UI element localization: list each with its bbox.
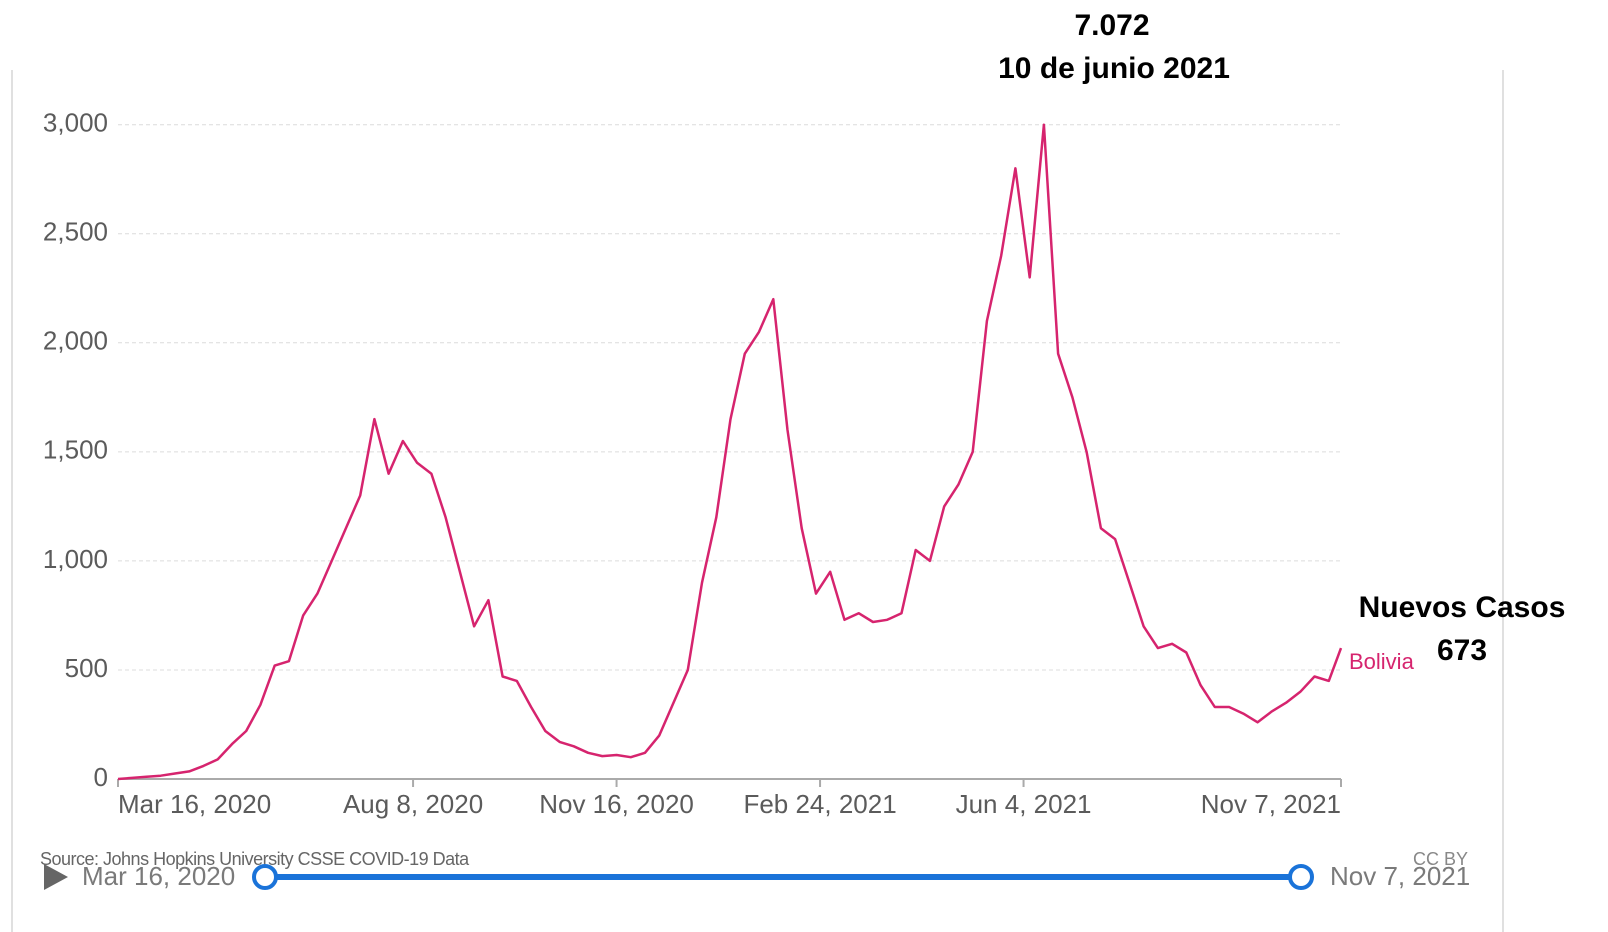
source: Source: Johns Hopkins University CSSE CO… — [40, 849, 470, 869]
slider-end: Nov 7, 2021 — [1330, 861, 1470, 891]
peak-value: 7.072 — [1074, 9, 1149, 42]
series-line — [117, 123, 1343, 781]
slider-handle[interactable] — [252, 864, 278, 890]
latest-title: Nuevos Casos — [1359, 591, 1566, 624]
x-tick-label: Mar 16, 2020 — [118, 789, 271, 819]
x-tick-label: Aug 8, 2020 — [343, 789, 483, 819]
y-tick-label: 3,000 — [43, 108, 108, 138]
x-tick-label: Feb 24, 2021 — [743, 789, 896, 819]
y-tick-label: 1,500 — [43, 435, 108, 465]
latest-value: 673 — [1437, 634, 1487, 667]
y-tick-label: 0 — [94, 762, 108, 792]
y-tick-label: 500 — [65, 653, 108, 683]
peak-date: 10 de junio 2021 — [998, 52, 1230, 85]
y-tick-label: 2,000 — [43, 326, 108, 356]
slider-handle[interactable] — [1288, 864, 1314, 890]
series-label: Bolivia — [1349, 649, 1415, 674]
x-tick-label: Nov 16, 2020 — [539, 789, 694, 819]
play-button[interactable] — [44, 864, 68, 890]
license: CC BY — [1413, 849, 1468, 869]
slider-start: Mar 16, 2020 — [82, 861, 235, 891]
y-tick-label: 1,000 — [43, 544, 108, 574]
y-tick-label: 2,500 — [43, 217, 108, 247]
x-tick-label: Nov 7, 2021 — [1201, 789, 1341, 819]
x-tick-label: Jun 4, 2021 — [956, 789, 1092, 819]
